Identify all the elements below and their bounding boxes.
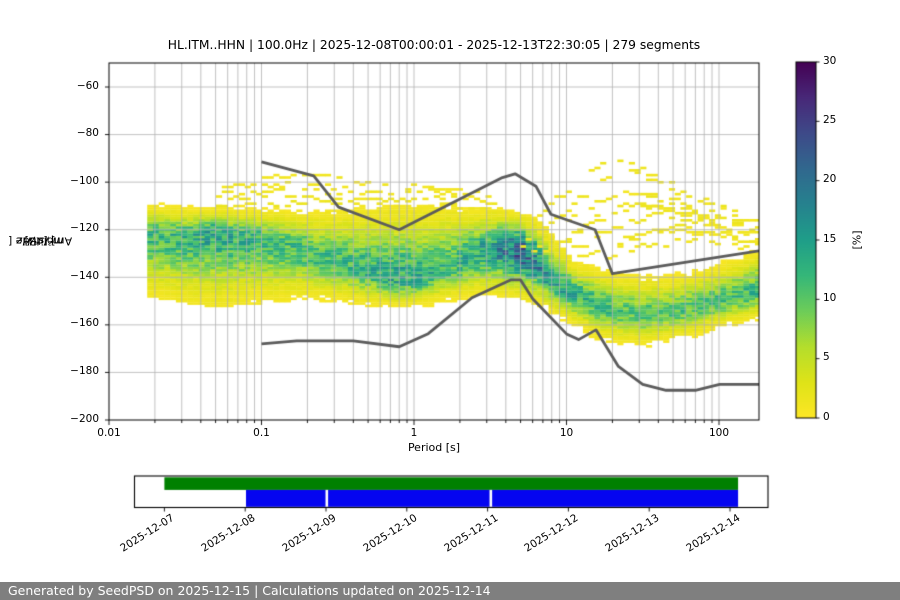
plot-title: HL.ITM..HHN | 100.0Hz | 2025-12-08T00:00… [167,38,701,52]
x-axis-label: Period [s] [407,441,461,454]
x-tick-label: 10 [559,427,574,439]
y-tick-label: −100 [70,174,99,187]
y-tick-label: −80 [76,127,99,140]
x-tick-label: 0.1 [253,427,270,439]
y-tick-label: −180 [70,364,99,377]
y-tick-label: −120 [70,222,99,235]
x-tick-label: 1 [410,427,418,439]
y-tick-label: −60 [76,79,99,92]
colorbar-tick-label: 25 [823,113,837,126]
colorbar-tick-label: 20 [823,173,837,186]
x-tick-label: 0.01 [97,427,121,439]
colorbar-tick-label: 0 [823,410,830,423]
y-tick-label: −160 [70,317,99,330]
y-tick-label: −140 [70,269,99,282]
y-tick-label: −200 [70,412,99,425]
colorbar-tick-label: 10 [823,291,837,304]
footer-status-bar: Generated by SeedPSD on 2025-12-15 | Cal… [0,582,900,600]
colorbar-tick-label: 30 [823,54,837,67]
footer-status-text: Generated by SeedPSD on 2025-12-15 | Cal… [8,583,491,598]
x-tick-label: 100 [708,427,730,439]
colorbar-tick-label: 5 [823,351,830,364]
colorbar-tick-label: 15 [823,232,837,245]
